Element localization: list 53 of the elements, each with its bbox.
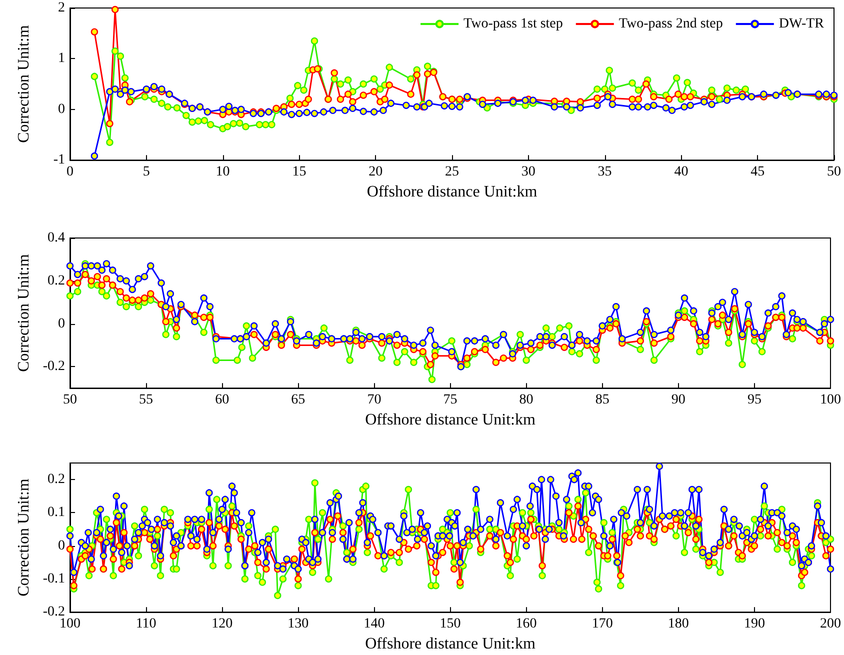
x-tick-label: 100 <box>60 616 80 632</box>
y-tick-label: -0.1 <box>42 571 65 586</box>
x-tick-label: 160 <box>516 616 537 632</box>
y-tick-label: 0.2 <box>48 273 65 288</box>
x-tick-label: 80 <box>519 392 534 408</box>
x-tick-label: 60 <box>215 392 230 408</box>
x-tick-label: 180 <box>668 616 689 632</box>
x-tick-label: 30 <box>521 164 536 180</box>
y-tick-label: 0.1 <box>48 505 65 520</box>
x-tick-label: 150 <box>440 616 461 632</box>
y-tick-label: 1 <box>58 51 65 66</box>
x-tick-label: 35 <box>598 164 612 180</box>
y-tick-label: 0.2 <box>48 472 65 488</box>
y-axis-title: Correction Unit:m <box>16 24 32 143</box>
x-tick-label: 25 <box>445 164 459 180</box>
y-tick-label: -0.2 <box>42 359 65 374</box>
x-tick-label: 85 <box>595 392 610 408</box>
x-tick-label: 5 <box>142 164 150 180</box>
x-tick-label: 15 <box>292 164 306 180</box>
x-tick-label: 100 <box>820 392 841 408</box>
x-tick-label: 170 <box>592 616 613 632</box>
x-tick-label: 140 <box>364 616 385 632</box>
legend-label: DW-TR <box>778 16 825 32</box>
legend-label: Two-pass 2nd step <box>618 16 723 32</box>
y-tick-label: 0.4 <box>48 230 65 246</box>
x-tick-label: 55 <box>139 392 154 408</box>
x-tick-label: 40 <box>674 164 688 180</box>
x-tick-label: 200 <box>820 616 841 632</box>
x-axis-title: Offshore distance Unit:km <box>365 636 536 652</box>
legend-label: Two-pass 1st step <box>464 16 563 32</box>
y-tick-label: -1 <box>53 152 65 168</box>
y-tick-label: 2 <box>58 0 65 16</box>
x-tick-label: 95 <box>747 392 762 408</box>
x-axis-title: Offshore distance Unit:km <box>366 184 538 200</box>
x-tick-label: 50 <box>63 392 77 408</box>
y-tick-label: 0 <box>58 316 65 332</box>
y-axis-title: Correction Unit:m <box>15 254 32 372</box>
x-tick-label: 130 <box>288 616 309 632</box>
y-tick-label: 0 <box>58 102 65 117</box>
x-axis-title: Offshore distance Unit:km <box>365 412 536 428</box>
x-tick-label: 50 <box>827 164 841 180</box>
x-tick-label: 45 <box>750 164 765 180</box>
x-tick-label: 90 <box>671 392 686 408</box>
x-tick-label: 65 <box>291 392 306 408</box>
x-tick-label: 120 <box>212 616 233 632</box>
x-tick-label: 70 <box>367 392 382 408</box>
x-tick-label: 10 <box>216 164 230 180</box>
y-axis-title: Correction Unit:m <box>15 478 32 596</box>
x-tick-label: 20 <box>368 164 383 180</box>
x-tick-label: 190 <box>744 616 765 632</box>
x-tick-label: 110 <box>136 616 156 632</box>
x-tick-label: 75 <box>443 392 458 408</box>
y-tick-label: 0 <box>58 538 65 554</box>
